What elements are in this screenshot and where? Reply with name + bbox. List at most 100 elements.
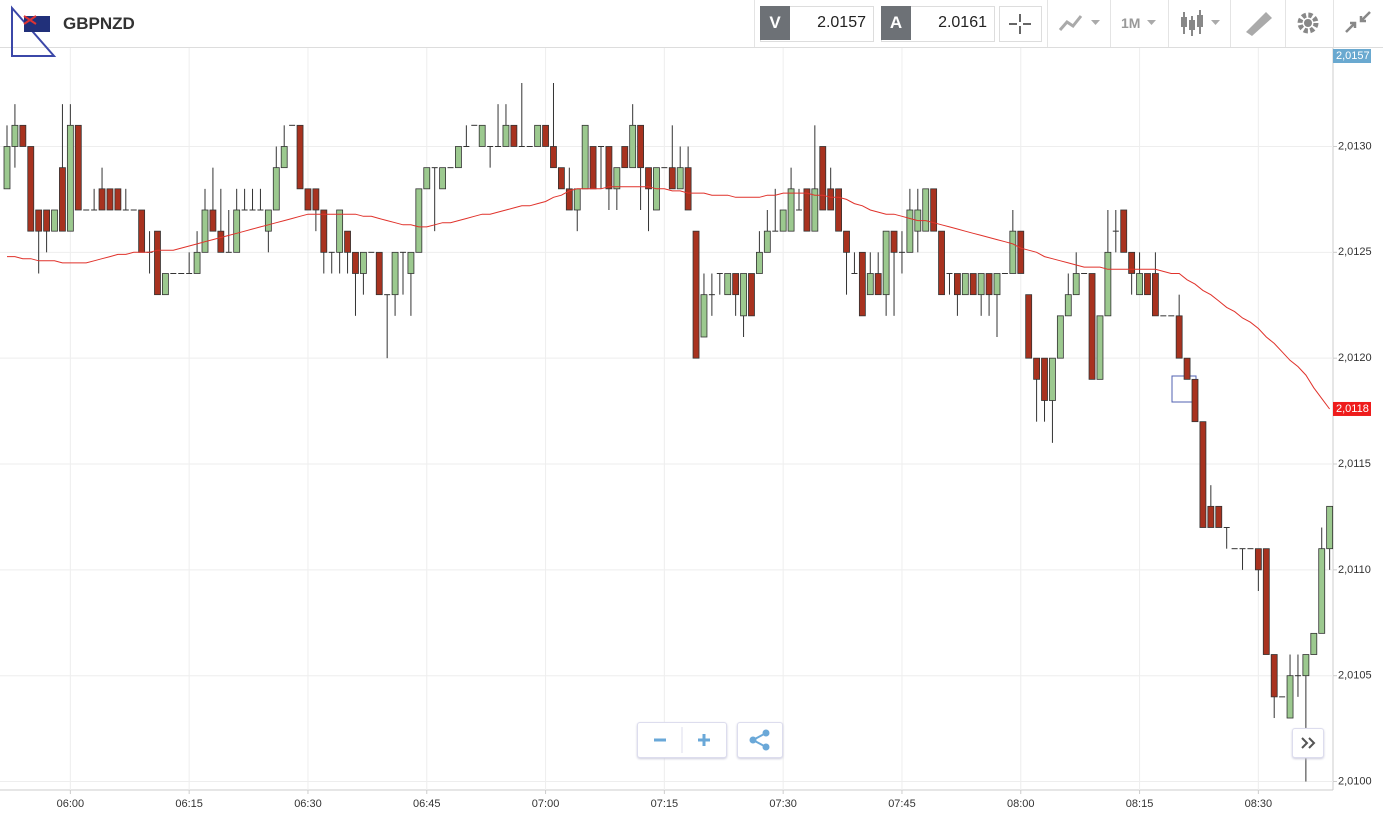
x-tick-label: 06:45 (413, 798, 441, 810)
candle-body (35, 209, 43, 232)
ask-price: 2.0161 (938, 14, 987, 31)
candle-body (803, 188, 811, 232)
candle-body (1199, 421, 1207, 528)
separator (754, 0, 755, 47)
zoom-out-button[interactable] (638, 723, 682, 757)
candle-body (573, 188, 581, 211)
candle-body (114, 188, 122, 211)
candle-body (98, 188, 106, 211)
scroll-end-button[interactable] (1292, 728, 1324, 758)
candle-body (161, 273, 169, 296)
candle-body (938, 230, 945, 296)
y-tick-label: 2,0110 (1338, 564, 1371, 576)
candle-body (1056, 315, 1064, 359)
separator (1110, 0, 1111, 47)
candle-body (621, 146, 629, 169)
candle-body (1310, 632, 1318, 655)
candle-body (613, 167, 621, 190)
candle-body (985, 273, 993, 296)
candle-body (154, 230, 161, 296)
candle-body (993, 273, 1001, 296)
candle-body (1041, 357, 1048, 401)
candle-body (977, 273, 985, 296)
candle-body (1009, 230, 1017, 274)
candle-body (756, 251, 763, 274)
scroll-icon (1301, 737, 1316, 749)
candle-body (1120, 209, 1128, 253)
candle-body (676, 167, 684, 190)
candle-body (1144, 273, 1151, 296)
y-tick-label: 2,0100 (1338, 775, 1372, 787)
share-icon (749, 729, 770, 751)
candle-body (1175, 315, 1183, 359)
candle-body (565, 188, 573, 211)
candle-body (3, 146, 11, 190)
candle-body (1128, 251, 1136, 274)
x-tick-label: 06:00 (57, 798, 85, 810)
collapse-button[interactable] (1340, 0, 1380, 47)
candle-body (835, 188, 842, 232)
ask-label: A (881, 6, 911, 40)
candle-body (304, 188, 312, 211)
x-tick-label: 08:00 (1007, 798, 1035, 810)
zoom-icons (638, 723, 726, 757)
candle-body (1318, 548, 1326, 634)
candle-body (930, 188, 938, 232)
candle-body (336, 209, 344, 253)
symbol: GBPNZD (63, 14, 135, 33)
draw-button[interactable] (1240, 0, 1280, 47)
candle-body (1033, 357, 1040, 380)
candle-body (455, 146, 462, 169)
candle-body (11, 124, 19, 147)
plot: 2,0100 2,0105 2,0110 2,0115 2,0120 2,0125 2,01… (0, 47, 1372, 810)
zoom-in-button[interactable] (682, 723, 726, 757)
crosshair-icon (1009, 14, 1031, 34)
x-tick-label: 06:30 (294, 798, 322, 810)
candle-body (407, 251, 415, 274)
candle-body (1088, 273, 1096, 380)
candle-body (280, 146, 288, 169)
candle-body (890, 230, 898, 253)
x-tick-label: 07:15 (651, 798, 679, 810)
candle-body (344, 230, 351, 253)
last-price-label: 2,0157 (1336, 50, 1370, 62)
candle-body (906, 209, 914, 253)
candle-body (502, 124, 510, 147)
candle-body (1215, 505, 1223, 528)
candle-body (1270, 654, 1278, 698)
separator (1047, 0, 1048, 47)
crosshair-button[interactable] (999, 6, 1042, 42)
candle-body (51, 209, 58, 232)
candle-body (558, 167, 565, 190)
candle-body (684, 167, 692, 211)
candle-body (740, 273, 747, 317)
share-button[interactable] (737, 722, 783, 758)
x-tick-label: 06:15 (175, 798, 203, 810)
candle-body (423, 167, 431, 190)
candle-body (827, 188, 835, 211)
candle-body (581, 124, 589, 190)
candle-body (312, 188, 320, 211)
timeframe[interactable]: 1M (1121, 15, 1141, 31)
settings-button[interactable] (1289, 0, 1329, 47)
bid-label: V (760, 6, 790, 40)
candle-body (922, 188, 930, 232)
candle-body (478, 124, 486, 147)
candle-body (954, 273, 961, 296)
candle-body (1096, 315, 1104, 380)
candle-body (534, 124, 542, 147)
candle-body (359, 251, 367, 274)
candle-body (233, 209, 241, 253)
candle-body (1254, 548, 1262, 571)
chart-type-button[interactable] (1178, 0, 1228, 47)
candle-body (645, 167, 652, 190)
candle-body (550, 146, 557, 169)
candle-body (692, 230, 700, 359)
candle-body (589, 146, 597, 190)
indicator-button[interactable] (1055, 0, 1105, 47)
price-axis (1333, 47, 1383, 818)
candle-body (439, 167, 447, 190)
price-tag-label: 2,0118 (1336, 403, 1369, 415)
x-tick-label: 07:45 (888, 798, 916, 810)
